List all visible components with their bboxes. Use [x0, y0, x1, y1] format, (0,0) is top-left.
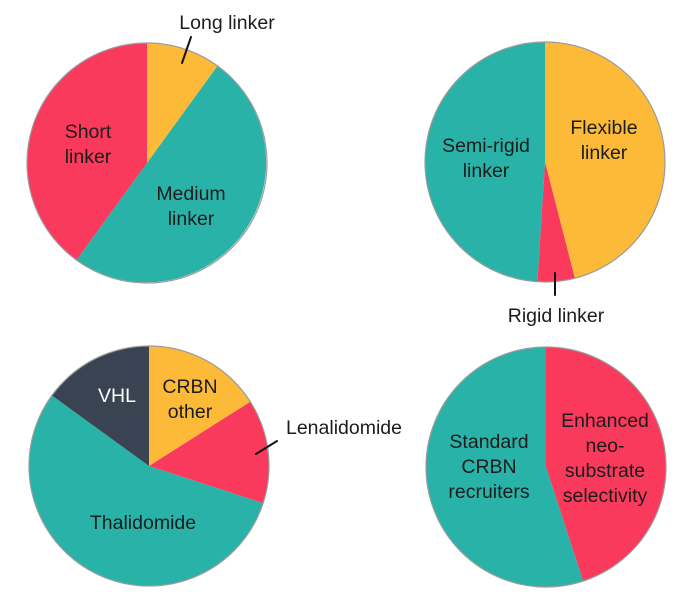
pie-linker-length: Long linker Medium linker Short linker	[26, 12, 275, 284]
slice-label-thalidomide: Thalidomide	[90, 512, 196, 534]
slice-label-lenalidomide: Lenalidomide	[286, 417, 402, 439]
pie-linker-rigidity: Flexible linker Rigid linker Semi-rigid link…	[424, 41, 666, 327]
pie-slice-thalidomide	[29, 395, 264, 587]
slice-label-flexible-linker: Flexible linker	[570, 117, 637, 164]
pie-e3-recruiters: CRBN other Lenalidomide Thalidomide VHL	[28, 345, 402, 587]
pie-slice-rigid-linker	[537, 162, 575, 282]
pie-slice-lenalidomide	[149, 401, 270, 504]
leader-line-lenalidomide	[255, 440, 278, 455]
pie-outline-linker-rigidity	[424, 41, 666, 283]
slice-label-standard-crbn-recruiters: Standard CRBN recruiters	[448, 431, 530, 503]
slice-label-rigid-linker: Rigid linker	[508, 305, 605, 327]
slice-label-semi-rigid-linker: Semi-rigid linker	[442, 135, 530, 182]
pie-outline-crbn-recruiter-class	[425, 346, 667, 588]
pie-slice-medium-linker	[76, 65, 267, 283]
slice-label-crbn-other: CRBN other	[162, 376, 217, 423]
pie-slice-enhanced-neo-substrate-selectivity	[546, 347, 667, 582]
slice-label-enhanced-neo-substrate-selectivity: Enhanced neo-substrate selectivity	[561, 410, 649, 507]
pie-slice-short-linker	[27, 43, 147, 261]
slice-label-long-linker: Long linker	[179, 12, 275, 34]
pie-outline-e3-recruiters	[28, 345, 270, 587]
pie-crbn-recruiter-class: Enhanced neo-substrate selectivity Standard…	[425, 346, 667, 588]
slice-label-vhl: VHL	[98, 385, 136, 407]
pie-slice-standard-crbn-recruiters	[426, 347, 584, 588]
slice-label-medium-linker: Medium linker	[156, 183, 225, 230]
pie-outline-linker-length	[26, 42, 268, 284]
slice-label-short-linker: Short linker	[65, 121, 112, 168]
pie-slice-crbn-other	[149, 346, 251, 466]
pie-slice-flexible-linker	[545, 42, 665, 279]
pie-slice-long-linker	[147, 43, 218, 163]
pie-slice-semi-rigid-linker	[425, 42, 545, 282]
pie-slice-vhl	[51, 346, 149, 466]
leader-line-long-linker	[181, 36, 192, 64]
